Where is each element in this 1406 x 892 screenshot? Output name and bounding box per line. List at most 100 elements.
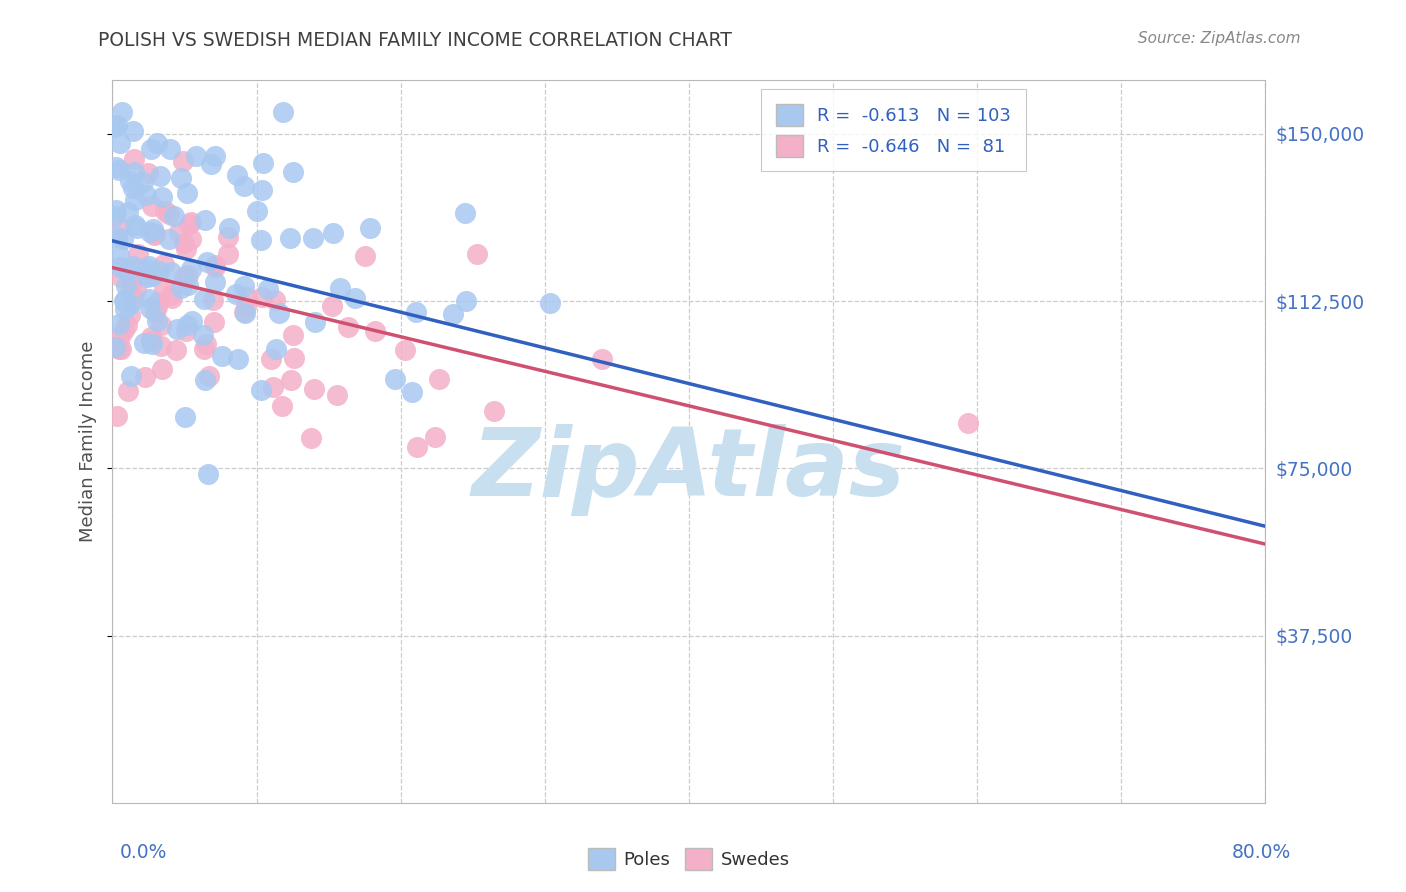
Point <box>454 293 477 308</box>
Point <box>110 260 132 274</box>
Point <box>167 226 190 240</box>
Point <box>280 231 302 245</box>
Point <box>204 260 226 274</box>
Point <box>304 315 326 329</box>
Point <box>591 352 613 367</box>
Point <box>136 270 159 285</box>
Point <box>193 342 215 356</box>
Point <box>108 163 131 178</box>
Point <box>114 302 136 317</box>
Point <box>264 342 287 356</box>
Point <box>235 290 257 304</box>
Point <box>146 314 169 328</box>
Point <box>135 188 157 202</box>
Point <box>172 154 194 169</box>
Point <box>138 260 160 274</box>
Point <box>134 370 156 384</box>
Point <box>105 409 128 424</box>
Point <box>195 255 218 269</box>
Point <box>153 204 176 219</box>
Point <box>120 281 142 295</box>
Point <box>152 362 174 376</box>
Point <box>176 318 198 332</box>
Point <box>271 104 294 119</box>
Point <box>117 264 139 278</box>
Point <box>204 258 226 272</box>
Point <box>148 264 170 278</box>
Point <box>141 337 163 351</box>
Point <box>103 209 125 223</box>
Point <box>136 261 159 276</box>
Point <box>200 156 222 170</box>
Point <box>202 293 225 308</box>
Point <box>117 384 139 398</box>
Point <box>173 269 195 284</box>
Point <box>329 281 352 295</box>
Point <box>174 324 197 338</box>
Point <box>176 186 198 200</box>
Point <box>150 190 173 204</box>
Point <box>465 246 488 260</box>
Point <box>142 228 165 243</box>
Point <box>121 274 143 288</box>
Point <box>176 242 198 256</box>
Point <box>401 385 423 400</box>
Point <box>153 257 176 271</box>
Point <box>252 156 274 170</box>
Point <box>281 165 304 179</box>
Point <box>146 300 169 314</box>
Point <box>120 368 142 383</box>
Point <box>197 467 219 481</box>
Point <box>110 342 132 356</box>
Point <box>143 227 166 241</box>
Point <box>250 233 273 247</box>
Point <box>406 440 429 454</box>
Point <box>225 168 247 182</box>
Point <box>235 298 257 312</box>
Point <box>177 218 200 232</box>
Point <box>104 340 127 354</box>
Point <box>166 322 188 336</box>
Point <box>170 171 193 186</box>
Point <box>152 281 174 295</box>
Point <box>114 278 136 293</box>
Point <box>482 404 505 418</box>
Text: ZipAtlas: ZipAtlas <box>472 425 905 516</box>
Point <box>124 218 146 232</box>
Point <box>127 247 149 261</box>
Point <box>198 369 221 384</box>
Text: 0.0%: 0.0% <box>120 843 167 862</box>
Point <box>121 260 143 274</box>
Point <box>193 293 215 307</box>
Point <box>250 184 273 198</box>
Point <box>262 380 284 394</box>
Point <box>122 152 145 166</box>
Point <box>280 373 302 387</box>
Point <box>125 282 148 296</box>
Point <box>225 286 247 301</box>
Point <box>139 142 162 156</box>
Point <box>194 373 217 387</box>
Point <box>121 292 143 306</box>
Point <box>181 314 204 328</box>
Point <box>138 292 160 306</box>
Point <box>160 291 183 305</box>
Point <box>256 282 278 296</box>
Point <box>194 212 217 227</box>
Point <box>160 265 183 279</box>
Point <box>384 372 406 386</box>
Point <box>142 221 165 235</box>
Point <box>108 330 131 344</box>
Point <box>141 268 163 283</box>
Point <box>134 335 156 350</box>
Point <box>180 262 202 277</box>
Point <box>427 372 450 386</box>
Point <box>204 275 226 289</box>
Point <box>117 205 139 219</box>
Point <box>105 202 128 217</box>
Point <box>107 248 129 262</box>
Point <box>180 232 202 246</box>
Point <box>326 387 349 401</box>
Point <box>124 193 146 207</box>
Point <box>157 206 180 220</box>
